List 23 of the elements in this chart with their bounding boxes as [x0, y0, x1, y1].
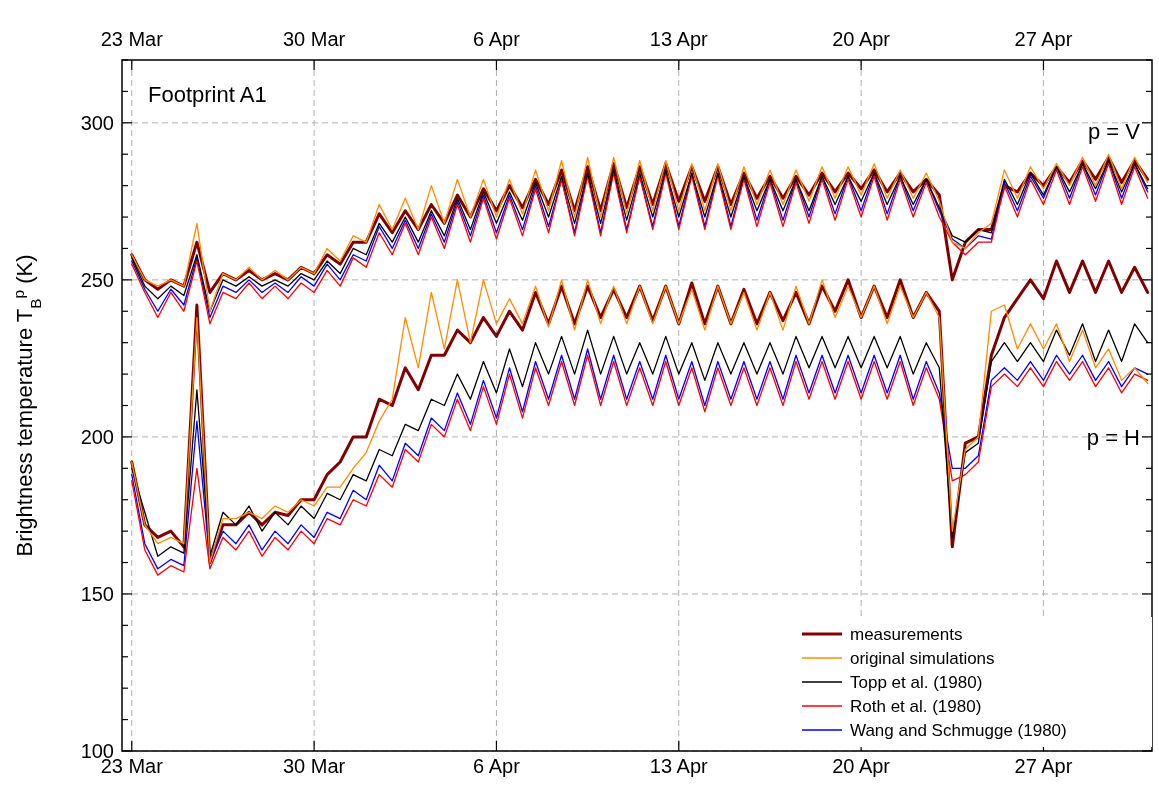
annotation: Footprint A1 [148, 82, 267, 107]
x-tick-label: 20 Apr [832, 755, 891, 777]
x-tick-label: 13 Apr [649, 755, 709, 777]
y-tick-label: 200 [80, 425, 114, 448]
x2-tick-label: 6 Apr [473, 28, 521, 50]
legend-label: measurements [850, 624, 963, 644]
x2-tick-label: 20 Apr [832, 28, 891, 50]
legend-label: Wang and Schmugge (1980) [850, 720, 1067, 740]
annotation: p = H [1086, 424, 1140, 450]
y-tick-label: 300 [80, 111, 114, 134]
x2-tick-label: 13 Apr [649, 28, 709, 50]
legend-label: Roth et al. (1980) [850, 696, 982, 716]
x2-tick-label: 23 Mar [100, 28, 164, 50]
x-tick-label: 27 Apr [1014, 755, 1073, 777]
x-tick-label: 30 Mar [282, 755, 346, 777]
y-tick-label: 250 [80, 268, 114, 291]
x2-tick-label: 27 Apr [1014, 28, 1073, 50]
x-tick-label: 6 Apr [473, 755, 521, 777]
x2-tick-label: 30 Mar [282, 28, 346, 50]
legend-label: Topp et al. (1980) [850, 672, 983, 692]
annotation: p = V [1088, 118, 1141, 144]
legend-label: original simulations [850, 648, 995, 668]
y-tick-label: 150 [80, 582, 114, 605]
